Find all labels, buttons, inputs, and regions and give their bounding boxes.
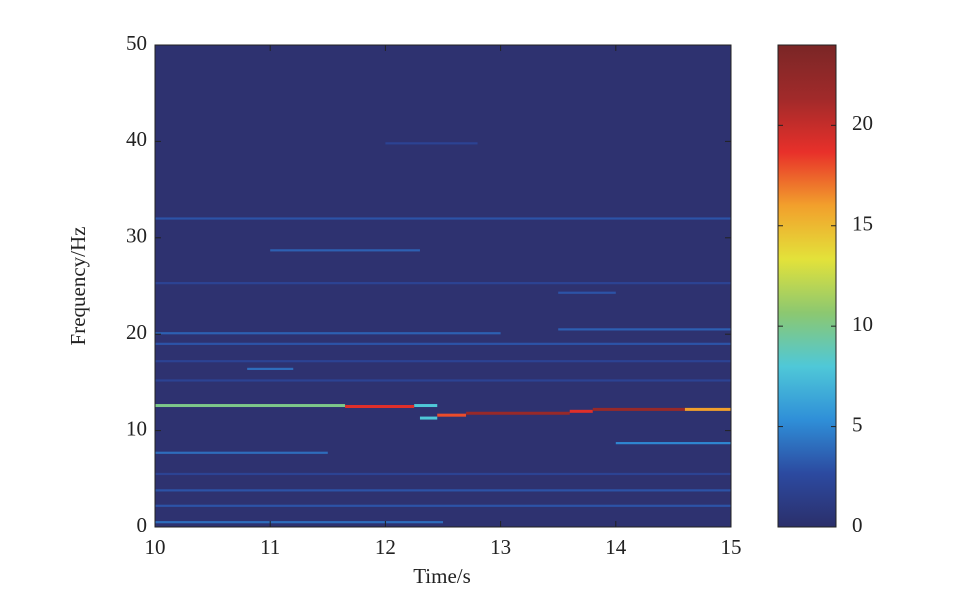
ridge-segment <box>155 282 731 285</box>
ridge-segment <box>437 413 467 417</box>
x-axis-label: Time/s <box>413 564 471 588</box>
ridge-segment <box>155 451 328 454</box>
ridge-segment <box>558 291 616 294</box>
y-tick-label: 30 <box>126 224 147 248</box>
ridge-segment <box>247 367 294 371</box>
ridge-segment <box>684 407 731 411</box>
ridge-segment <box>466 411 570 415</box>
ridge-segment <box>155 521 443 524</box>
ridge-segment <box>615 442 731 445</box>
ridge-segment <box>155 332 501 335</box>
ridge-segment <box>155 360 731 363</box>
ridge-segment <box>155 504 731 507</box>
ridge-segment <box>592 407 685 411</box>
colorbar-tick-label: 15 <box>852 212 873 236</box>
x-tick-label: 13 <box>490 535 511 559</box>
colorbar-tick-label: 20 <box>852 111 873 135</box>
ridge-segment <box>155 404 346 408</box>
colorbar-tick-label: 0 <box>852 513 863 537</box>
ridge-segment <box>345 405 415 408</box>
x-tick-label: 15 <box>721 535 742 559</box>
y-tick-label: 40 <box>126 127 147 151</box>
y-tick-label: 0 <box>137 513 148 537</box>
y-tick-label: 20 <box>126 320 147 344</box>
plot-frame <box>154 44 732 528</box>
ridge-segment <box>385 142 478 145</box>
ridge-segment <box>414 404 438 408</box>
ridge-segment <box>155 472 731 476</box>
ridge-segment <box>419 416 438 420</box>
ridge-segment <box>270 249 420 252</box>
colorbar-tick-label: 10 <box>852 312 873 336</box>
ridge-segment <box>155 379 731 382</box>
colorbar <box>777 44 837 528</box>
y-axis-label: Frequency/Hz <box>66 227 90 346</box>
colorbar-tick-label: 5 <box>852 412 863 436</box>
y-tick-label: 10 <box>126 416 147 440</box>
ridge-segment <box>155 342 731 345</box>
ridge-segment <box>155 489 731 492</box>
y-tick-label: 50 <box>126 31 147 55</box>
plot-background <box>155 45 731 527</box>
ridge-segment <box>155 217 731 220</box>
x-tick-label: 10 <box>145 535 166 559</box>
x-tick-label: 14 <box>605 535 627 559</box>
ridge-segment <box>558 328 731 331</box>
ridge-segment <box>569 409 593 413</box>
x-tick-label: 11 <box>260 535 280 559</box>
x-tick-label: 12 <box>375 535 396 559</box>
